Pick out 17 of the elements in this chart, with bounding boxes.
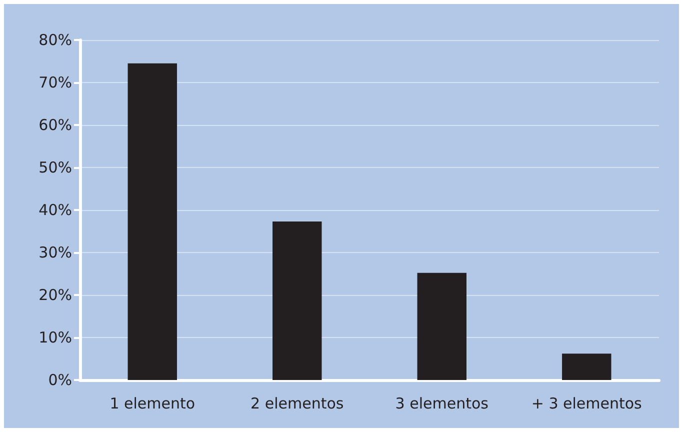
y-tick-label: 80% [38, 31, 72, 49]
x-tick-label: 2 elementos [250, 394, 344, 412]
y-tick-label: 30% [38, 244, 72, 262]
bar [272, 221, 322, 380]
bar [128, 63, 177, 380]
x-tick-label: 3 elementos [395, 394, 489, 412]
y-tick-label: 70% [38, 74, 72, 92]
bar [417, 272, 466, 380]
y-tick-label: 40% [38, 201, 72, 219]
bar [562, 354, 612, 380]
x-tick-label: + 3 elementos [531, 394, 642, 412]
x-tick-label: 1 elemento [110, 394, 196, 412]
y-tick-label: 10% [38, 328, 72, 346]
y-tick-label: 60% [38, 116, 72, 134]
y-tick-label: 20% [38, 286, 72, 304]
y-tick-label: 50% [38, 158, 72, 176]
y-tick-label: 0% [48, 371, 72, 389]
